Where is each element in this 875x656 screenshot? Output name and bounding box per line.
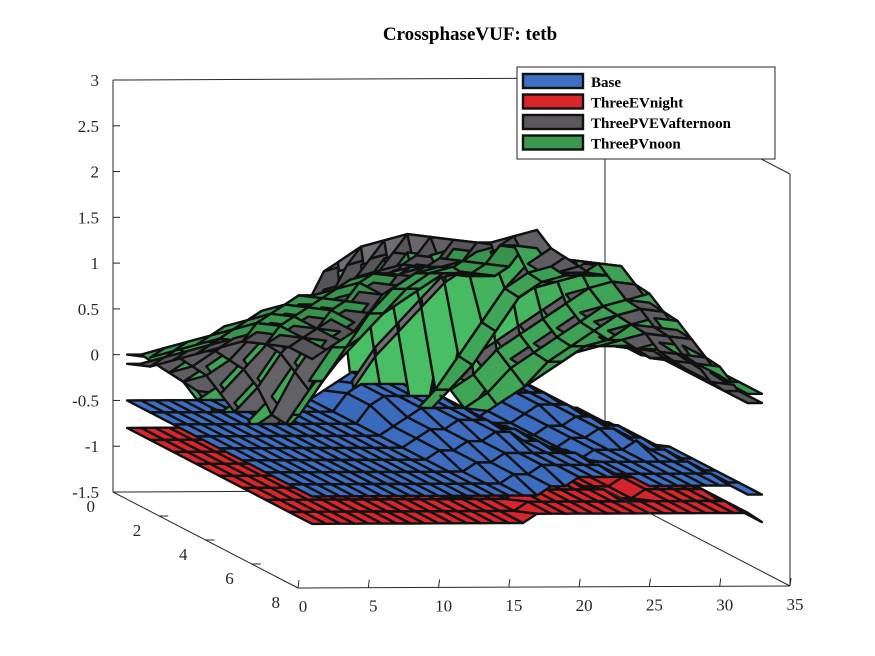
legend-entry: ThreeEVnight [591, 96, 683, 112]
z-tick-label: 1 [91, 254, 100, 273]
x-tick-mark [719, 578, 722, 587]
legend-swatch [521, 113, 585, 131]
y-tick-label: 2 [133, 521, 142, 540]
legend-swatch [521, 72, 585, 90]
z-tick-label: 3 [91, 71, 100, 90]
legend-entry: Base [591, 75, 621, 91]
surface-patch-Base [484, 482, 525, 497]
x-tick-mark [648, 578, 651, 587]
z-tick-label: 1.5 [78, 208, 99, 227]
x-tick-label: 30 [716, 595, 733, 614]
axis-ticks: -1.5-1-0.500.511.522.530 5 10 15 20 25 30 35024… [72, 71, 803, 616]
legend: Base ThreeEVnight ThreePVEVafternoon ThreeP… [516, 66, 776, 160]
x-tick-mark [578, 578, 581, 587]
y-tick-label: 0 [87, 497, 96, 516]
surface-patch-ThreeEVnight [484, 509, 525, 525]
x-tick-label: 5 [369, 597, 378, 616]
y-tick-label: 4 [179, 545, 188, 564]
x-tick-mark [367, 579, 370, 588]
surface-patch-ThreePVnoon [456, 271, 496, 278]
surface-plots [125, 228, 764, 526]
z-tick-label: 0.5 [78, 300, 99, 319]
z-tick-label: -1 [85, 437, 99, 456]
x-tick-mark [508, 579, 511, 588]
x-tick-label: 0 [299, 597, 308, 616]
x-tick-label: 10 [435, 596, 452, 615]
y-tick-label: 6 [225, 569, 234, 588]
x-tick-label: 15 [505, 596, 522, 615]
legend-entry: ThreePVEVafternoon [591, 116, 732, 132]
x-tick-mark [438, 579, 441, 588]
box-edge-base-right [604, 489, 791, 587]
surface-patch-ThreeEVnight [723, 499, 764, 524]
x-tick-label: 35 [787, 595, 804, 614]
legend-swatch [521, 134, 585, 151]
x-tick-mark [789, 577, 792, 587]
y-tick-label: 8 [272, 593, 281, 612]
surface-patch-Base [723, 481, 764, 496]
z-tick-label: 2.5 [78, 117, 99, 136]
x-axis-line [297, 585, 791, 589]
surface-patch-ThreePVEVafternoon [723, 389, 764, 405]
surface-patch-ThreePVEVafternoon [287, 336, 328, 361]
surface-patch-ThreePVnoon [540, 274, 581, 284]
legend-swatch [521, 93, 585, 110]
z-tick-label: -1.5 [72, 483, 99, 502]
z-tick-label: -0.5 [72, 391, 99, 410]
z-tick-label: 0 [91, 346, 100, 365]
chart-title: CrossphaseVUF: tetb [383, 24, 557, 45]
z-tick-label: 2 [91, 163, 100, 182]
x-tick-mark [297, 579, 300, 589]
x-tick-label: 20 [576, 596, 593, 615]
x-tick-label: 25 [646, 596, 663, 615]
legend-entry: ThreePVnoon [591, 137, 681, 153]
